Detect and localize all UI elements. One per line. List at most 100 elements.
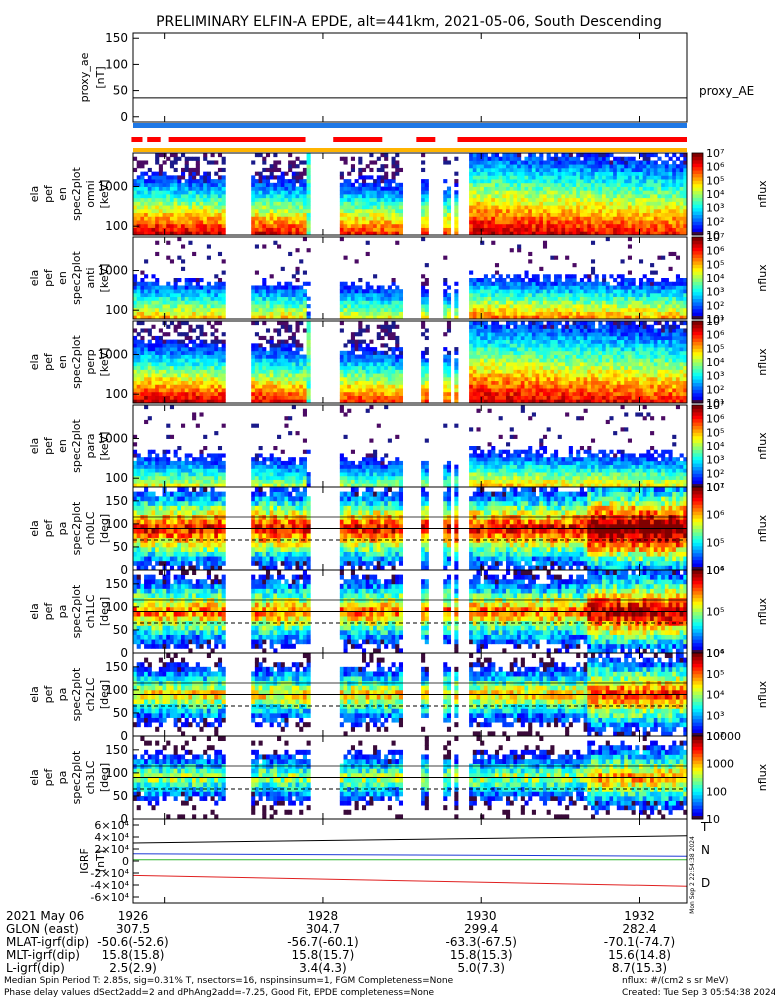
heat-cell	[292, 179, 296, 183]
heat-cell	[491, 179, 495, 183]
heat-cell	[303, 396, 307, 400]
heat-cell	[347, 381, 351, 385]
heat-cell	[609, 179, 613, 183]
heat-cell	[657, 293, 661, 297]
heat-cell	[380, 343, 384, 347]
heat-cell	[554, 168, 558, 172]
heat-cell	[672, 213, 676, 217]
heat-cell	[151, 198, 155, 202]
heat-cell	[421, 321, 425, 325]
heat-cell	[262, 285, 266, 289]
colorbar-cell	[692, 218, 703, 222]
heat-cell	[163, 343, 167, 347]
heat-cell	[621, 160, 625, 164]
heat-cell	[680, 187, 684, 191]
heat-cell	[185, 297, 189, 301]
heat-cell	[609, 228, 613, 232]
heat-cell	[524, 213, 528, 217]
heat-cell	[643, 194, 647, 198]
heat-cell	[251, 312, 255, 316]
heat-cell	[307, 198, 311, 202]
heat-cell	[351, 157, 355, 161]
heat-cell	[262, 304, 266, 308]
heat-cell	[218, 373, 222, 377]
heat-cell	[251, 321, 255, 325]
heat-cell	[635, 198, 639, 202]
heat-cell	[251, 201, 255, 205]
heat-cell	[166, 366, 170, 370]
heat-cell	[598, 289, 602, 293]
heat-cell	[377, 351, 381, 355]
heat-cell	[421, 388, 425, 392]
heat-cell	[203, 198, 207, 202]
heat-cell	[554, 198, 558, 202]
heat-cell	[632, 312, 636, 316]
heat-cell	[255, 343, 259, 347]
heat-cell	[617, 224, 621, 228]
heat-cell	[392, 160, 396, 164]
heat-cell	[484, 175, 488, 179]
heat-cell	[281, 175, 285, 179]
heat-cell	[214, 355, 218, 359]
heat-cell	[454, 194, 458, 198]
heat-cell	[262, 183, 266, 187]
heat-cell	[277, 220, 281, 224]
heat-cell	[199, 377, 203, 381]
heat-cell	[576, 168, 580, 172]
heat-cell	[395, 336, 399, 340]
heat-cell	[454, 157, 458, 161]
heat-cell	[159, 381, 163, 385]
heat-cell	[399, 308, 403, 312]
heat-cell	[388, 328, 392, 332]
heat-cell	[425, 369, 429, 373]
heat-cell	[307, 336, 311, 340]
heat-cell	[476, 228, 480, 232]
heat-cell	[214, 381, 218, 385]
heat-cell	[358, 160, 362, 164]
heat-cell	[148, 351, 152, 355]
heat-cell	[495, 308, 499, 312]
heat-cell	[480, 183, 484, 187]
heat-cell	[284, 369, 288, 373]
heat-cell	[211, 293, 215, 297]
heat-cell	[502, 194, 506, 198]
heat-cell	[366, 194, 370, 198]
heat-cell	[499, 168, 503, 172]
heat-cell	[207, 179, 211, 183]
heat-cell	[137, 347, 141, 351]
heat-cell	[166, 332, 170, 336]
heat-cell	[166, 282, 170, 286]
heat-cell	[536, 300, 540, 304]
heat-cell	[654, 220, 658, 224]
heat-cell	[266, 183, 270, 187]
heat-cell	[484, 183, 488, 187]
heat-cell	[181, 373, 185, 377]
heat-cell	[351, 168, 355, 172]
heat-cell	[476, 179, 480, 183]
heat-cell	[676, 304, 680, 308]
heat-cell	[273, 343, 277, 347]
heat-cell	[185, 190, 189, 194]
heat-cell	[502, 190, 506, 194]
heat-cell	[580, 312, 584, 316]
heat-cell	[547, 285, 551, 289]
heat-cell	[532, 213, 536, 217]
heat-cell	[543, 201, 547, 205]
heat-cell	[676, 289, 680, 293]
heat-cell	[163, 160, 167, 164]
heat-cell	[307, 216, 311, 220]
heat-cell	[377, 304, 381, 308]
heat-cell	[362, 201, 366, 205]
heat-cell	[595, 175, 599, 179]
heat-cell	[373, 220, 377, 224]
heat-cell	[166, 297, 170, 301]
heat-cell	[506, 168, 510, 172]
heat-cell	[591, 293, 595, 297]
heat-cell	[657, 205, 661, 209]
heat-cell	[307, 209, 311, 213]
heat-cell	[299, 179, 303, 183]
heat-cell	[513, 153, 517, 157]
heat-cell	[211, 224, 215, 228]
heat-cell	[584, 205, 588, 209]
heat-cell	[665, 160, 669, 164]
